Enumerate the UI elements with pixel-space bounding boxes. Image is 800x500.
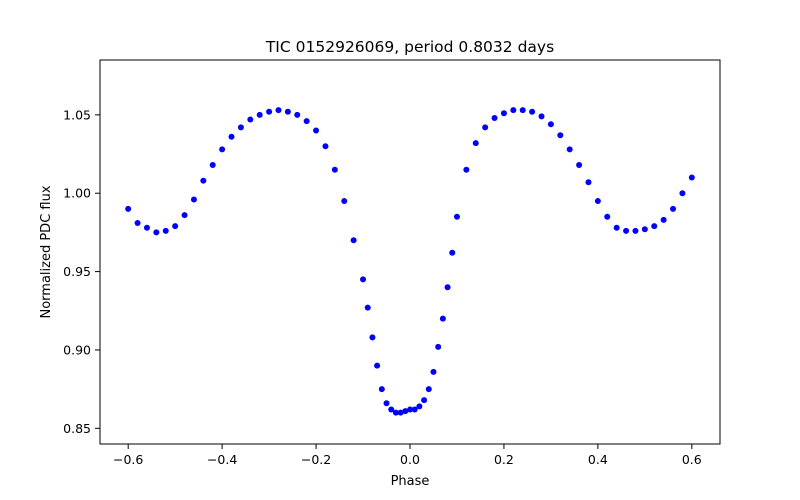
data-point <box>350 237 357 244</box>
plot-area-frame <box>99 59 721 445</box>
data-point <box>402 408 409 415</box>
data-point <box>463 166 470 173</box>
data-point <box>576 162 583 169</box>
data-point <box>341 198 348 205</box>
x-axis-label: Phase <box>391 474 430 489</box>
data-point <box>153 229 160 236</box>
data-point <box>200 177 207 184</box>
y-axis-label: Normalized PDC flux <box>39 185 54 318</box>
data-point <box>383 400 390 407</box>
x-tick-label: 0.4 <box>588 452 608 467</box>
data-point <box>331 166 338 173</box>
data-point <box>322 143 329 150</box>
data-point <box>172 223 179 230</box>
x-tick-label: 0.6 <box>682 452 702 467</box>
data-point <box>491 114 498 121</box>
data-point <box>472 140 479 147</box>
data-point <box>421 397 428 404</box>
data-points <box>125 107 695 416</box>
y-tick-label: 0.85 <box>63 421 91 436</box>
data-point <box>411 406 418 413</box>
x-tick-label: −0.6 <box>113 452 143 467</box>
data-point <box>374 362 381 369</box>
data-point <box>190 196 197 203</box>
data-point <box>453 213 460 220</box>
data-point <box>623 227 630 234</box>
data-point <box>660 216 667 223</box>
chart-title: TIC 0152926069, period 0.8032 days <box>265 38 554 56</box>
data-point <box>397 409 404 416</box>
data-point <box>641 226 648 233</box>
data-point <box>219 146 226 153</box>
data-point <box>294 111 301 118</box>
data-point <box>125 205 132 212</box>
data-point <box>604 213 611 220</box>
data-point <box>364 304 371 311</box>
data-point <box>538 113 545 120</box>
data-point <box>435 343 442 350</box>
data-point <box>439 315 446 322</box>
x-axis-ticks: −0.6 −0.4 −0.2 0.0 0.2 0.4 0.6 <box>113 444 702 467</box>
data-point <box>284 108 291 115</box>
x-tick-label: −0.4 <box>207 452 237 467</box>
data-point <box>228 133 235 140</box>
data-point <box>360 276 367 283</box>
data-point <box>444 284 451 291</box>
y-tick-label: 1.00 <box>63 186 91 201</box>
data-point <box>407 406 413 413</box>
data-point <box>237 124 244 131</box>
data-point <box>256 111 263 118</box>
data-point <box>482 124 489 131</box>
y-tick-label: 0.90 <box>63 342 91 357</box>
data-point <box>425 386 432 393</box>
data-point <box>566 146 573 153</box>
data-point <box>651 223 658 230</box>
data-point <box>449 249 456 256</box>
data-point <box>688 174 695 181</box>
data-point <box>143 224 150 231</box>
data-point <box>303 118 310 125</box>
x-tick-label: 0.0 <box>400 452 420 467</box>
data-point <box>557 132 564 139</box>
x-tick-label: −0.2 <box>301 452 331 467</box>
data-point <box>632 227 639 234</box>
data-point <box>547 121 554 128</box>
data-point <box>519 107 526 114</box>
data-point <box>247 116 254 123</box>
data-point <box>181 212 188 219</box>
data-point <box>430 368 437 375</box>
data-point <box>378 386 385 393</box>
data-point <box>388 406 395 413</box>
data-point <box>209 162 216 169</box>
data-point <box>594 198 601 205</box>
data-point <box>313 127 320 134</box>
data-point <box>392 409 399 416</box>
data-point <box>134 220 141 226</box>
y-tick-label: 1.05 <box>63 107 91 122</box>
data-point <box>500 110 507 117</box>
data-point <box>162 227 169 234</box>
data-point <box>679 190 686 197</box>
data-point <box>369 334 376 341</box>
x-tick-label: 0.2 <box>494 452 514 467</box>
data-point <box>529 108 536 115</box>
data-point <box>416 403 423 410</box>
y-tick-label: 0.95 <box>63 264 91 279</box>
data-point <box>613 224 620 231</box>
data-point <box>275 107 282 114</box>
data-point <box>670 205 677 212</box>
data-point <box>585 179 592 186</box>
data-point <box>266 108 273 115</box>
y-axis-ticks: 0.85 0.90 0.95 1.00 1.05 <box>63 107 100 436</box>
data-point <box>510 107 517 114</box>
